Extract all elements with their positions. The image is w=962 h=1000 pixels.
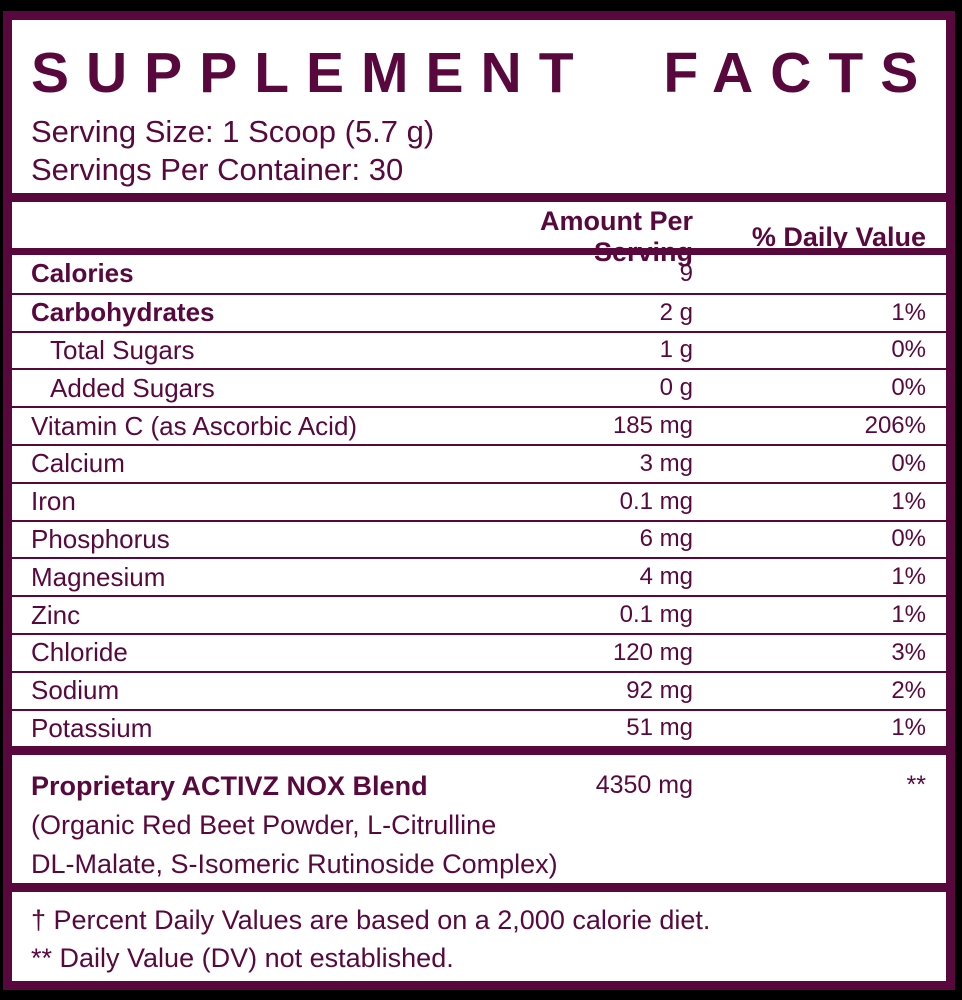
blend-amount: 4350 mg [595,771,693,800]
serving-info: Serving Size: 1 Scoop (5.7 g) Servings P… [31,113,927,189]
nutrient-name: Iron [31,486,76,517]
table-row: Total Sugars 1 g 0% [12,330,946,369]
nutrient-amount: 3 mg [639,449,693,477]
nutrient-daily-value: 0% [891,449,926,477]
header-section: SUPPLEMENT FACTS Serving Size: 1 Scoop (… [12,20,946,193]
proprietary-blend-section: Proprietary ACTIVZ NOX Blend 4350 mg ** … [12,755,946,883]
blend-daily-value: ** [906,771,926,800]
table-row: Carbohydrates 2 g 1% [12,292,946,331]
nutrient-name: Calcium [31,448,125,479]
nutrient-amount: 6 mg [639,525,693,553]
nutrient-daily-value: 1% [891,563,926,591]
column-header-amount: Amount Per Serving [539,206,693,267]
nutrient-daily-value: 0% [891,525,926,553]
blend-ingredients-line-1: (Organic Red Beet Powder, L-Citrulline [31,810,497,841]
table-body: Calories 9 Carbohydrates 2 g 1% Total Sugars 1… [12,255,946,746]
nutrient-daily-value: 0% [891,374,926,402]
servings-per-container-text: Servings Per Container: 30 [31,152,404,187]
nutrient-amount: 0.1 mg [619,601,693,629]
table-header-row: Amount Per Serving % Daily Value [12,202,946,267]
nutrient-name: Sodium [31,675,120,706]
nutrient-name: Phosphorus [31,523,170,554]
blend-ingredients-line-2: DL-Malate, S-Isomeric Rutinoside Complex… [31,849,558,880]
nutrient-name: Vitamin C (as Ascorbic Acid) [31,410,358,441]
section-divider-top [12,193,946,202]
nutrient-amount: 0.1 mg [619,487,693,515]
panel-title: SUPPLEMENT FACTS [31,41,936,105]
footnote-daily-values: † Percent Daily Values are based on a 2,… [31,905,711,936]
nutrient-daily-value: 1% [891,601,926,629]
nutrient-name: Chloride [31,637,128,668]
nutrient-daily-value: 1% [891,714,926,742]
nutrient-amount: 185 mg [612,412,693,440]
table-row: Chloride 120 mg 3% [12,632,946,671]
supplement-facts-panel: SUPPLEMENT FACTS Serving Size: 1 Scoop (… [3,11,955,990]
table-row: Sodium 92 mg 2% [12,670,946,709]
table-row: Vitamin C (as Ascorbic Acid) 185 mg 206% [12,406,946,444]
nutrient-name: Magnesium [31,561,166,592]
nutrient-daily-value: 0% [891,336,926,364]
table-row: Added Sugars 0 g 0% [12,368,946,406]
nutrient-name: Potassium [31,712,153,743]
table-row: Calcium 3 mg 0% [12,443,946,482]
nutrient-daily-value: 1% [891,487,926,515]
table-row: Magnesium 4 mg 1% [12,557,946,595]
nutrient-name: Zinc [31,599,81,630]
nutrient-amount: 51 mg [626,714,693,742]
table-row: Calories 9 [12,255,946,293]
nutrient-name: Calories [31,258,134,289]
nutrient-daily-value: 1% [891,298,926,326]
blend-name: Proprietary ACTIVZ NOX Blend [31,771,428,802]
nutrient-amount: 0 g [659,374,693,402]
nutrient-amount: 92 mg [626,676,693,704]
column-header-daily-value: % Daily Value [751,221,926,252]
table-row: Iron 0.1 mg 1% [12,481,946,520]
nutrient-daily-value: 3% [891,638,926,666]
nutrient-amount: 1 g [659,336,693,364]
table-row: Potassium 51 mg 1% [12,708,946,747]
footnote-dv-not-established: ** Daily Value (DV) not established. [31,943,454,974]
nutrient-name: Carbohydrates [31,297,215,328]
nutrient-amount: 9 [679,259,693,287]
nutrient-name: Total Sugars [50,334,195,365]
blend-row: Proprietary ACTIVZ NOX Blend 4350 mg ** [12,766,946,806]
nutrient-name: Added Sugars [50,372,215,403]
nutrition-table: Amount Per Serving % Daily Value Calorie… [12,202,946,746]
section-divider-footnotes [12,883,946,893]
serving-size-text: Serving Size: 1 Scoop (5.7 g) [31,114,435,149]
nutrient-daily-value: 2% [891,676,926,704]
nutrient-amount: 4 mg [639,563,693,591]
nutrient-amount: 120 mg [612,638,693,666]
footnotes-section: † Percent Daily Values are based on a 2,… [12,892,946,981]
nutrient-daily-value: 206% [864,412,926,440]
section-divider-blend [12,746,946,756]
table-row: Phosphorus 6 mg 0% [12,519,946,558]
table-row: Zinc 0.1 mg 1% [12,595,946,633]
nutrient-amount: 2 g [659,298,693,326]
